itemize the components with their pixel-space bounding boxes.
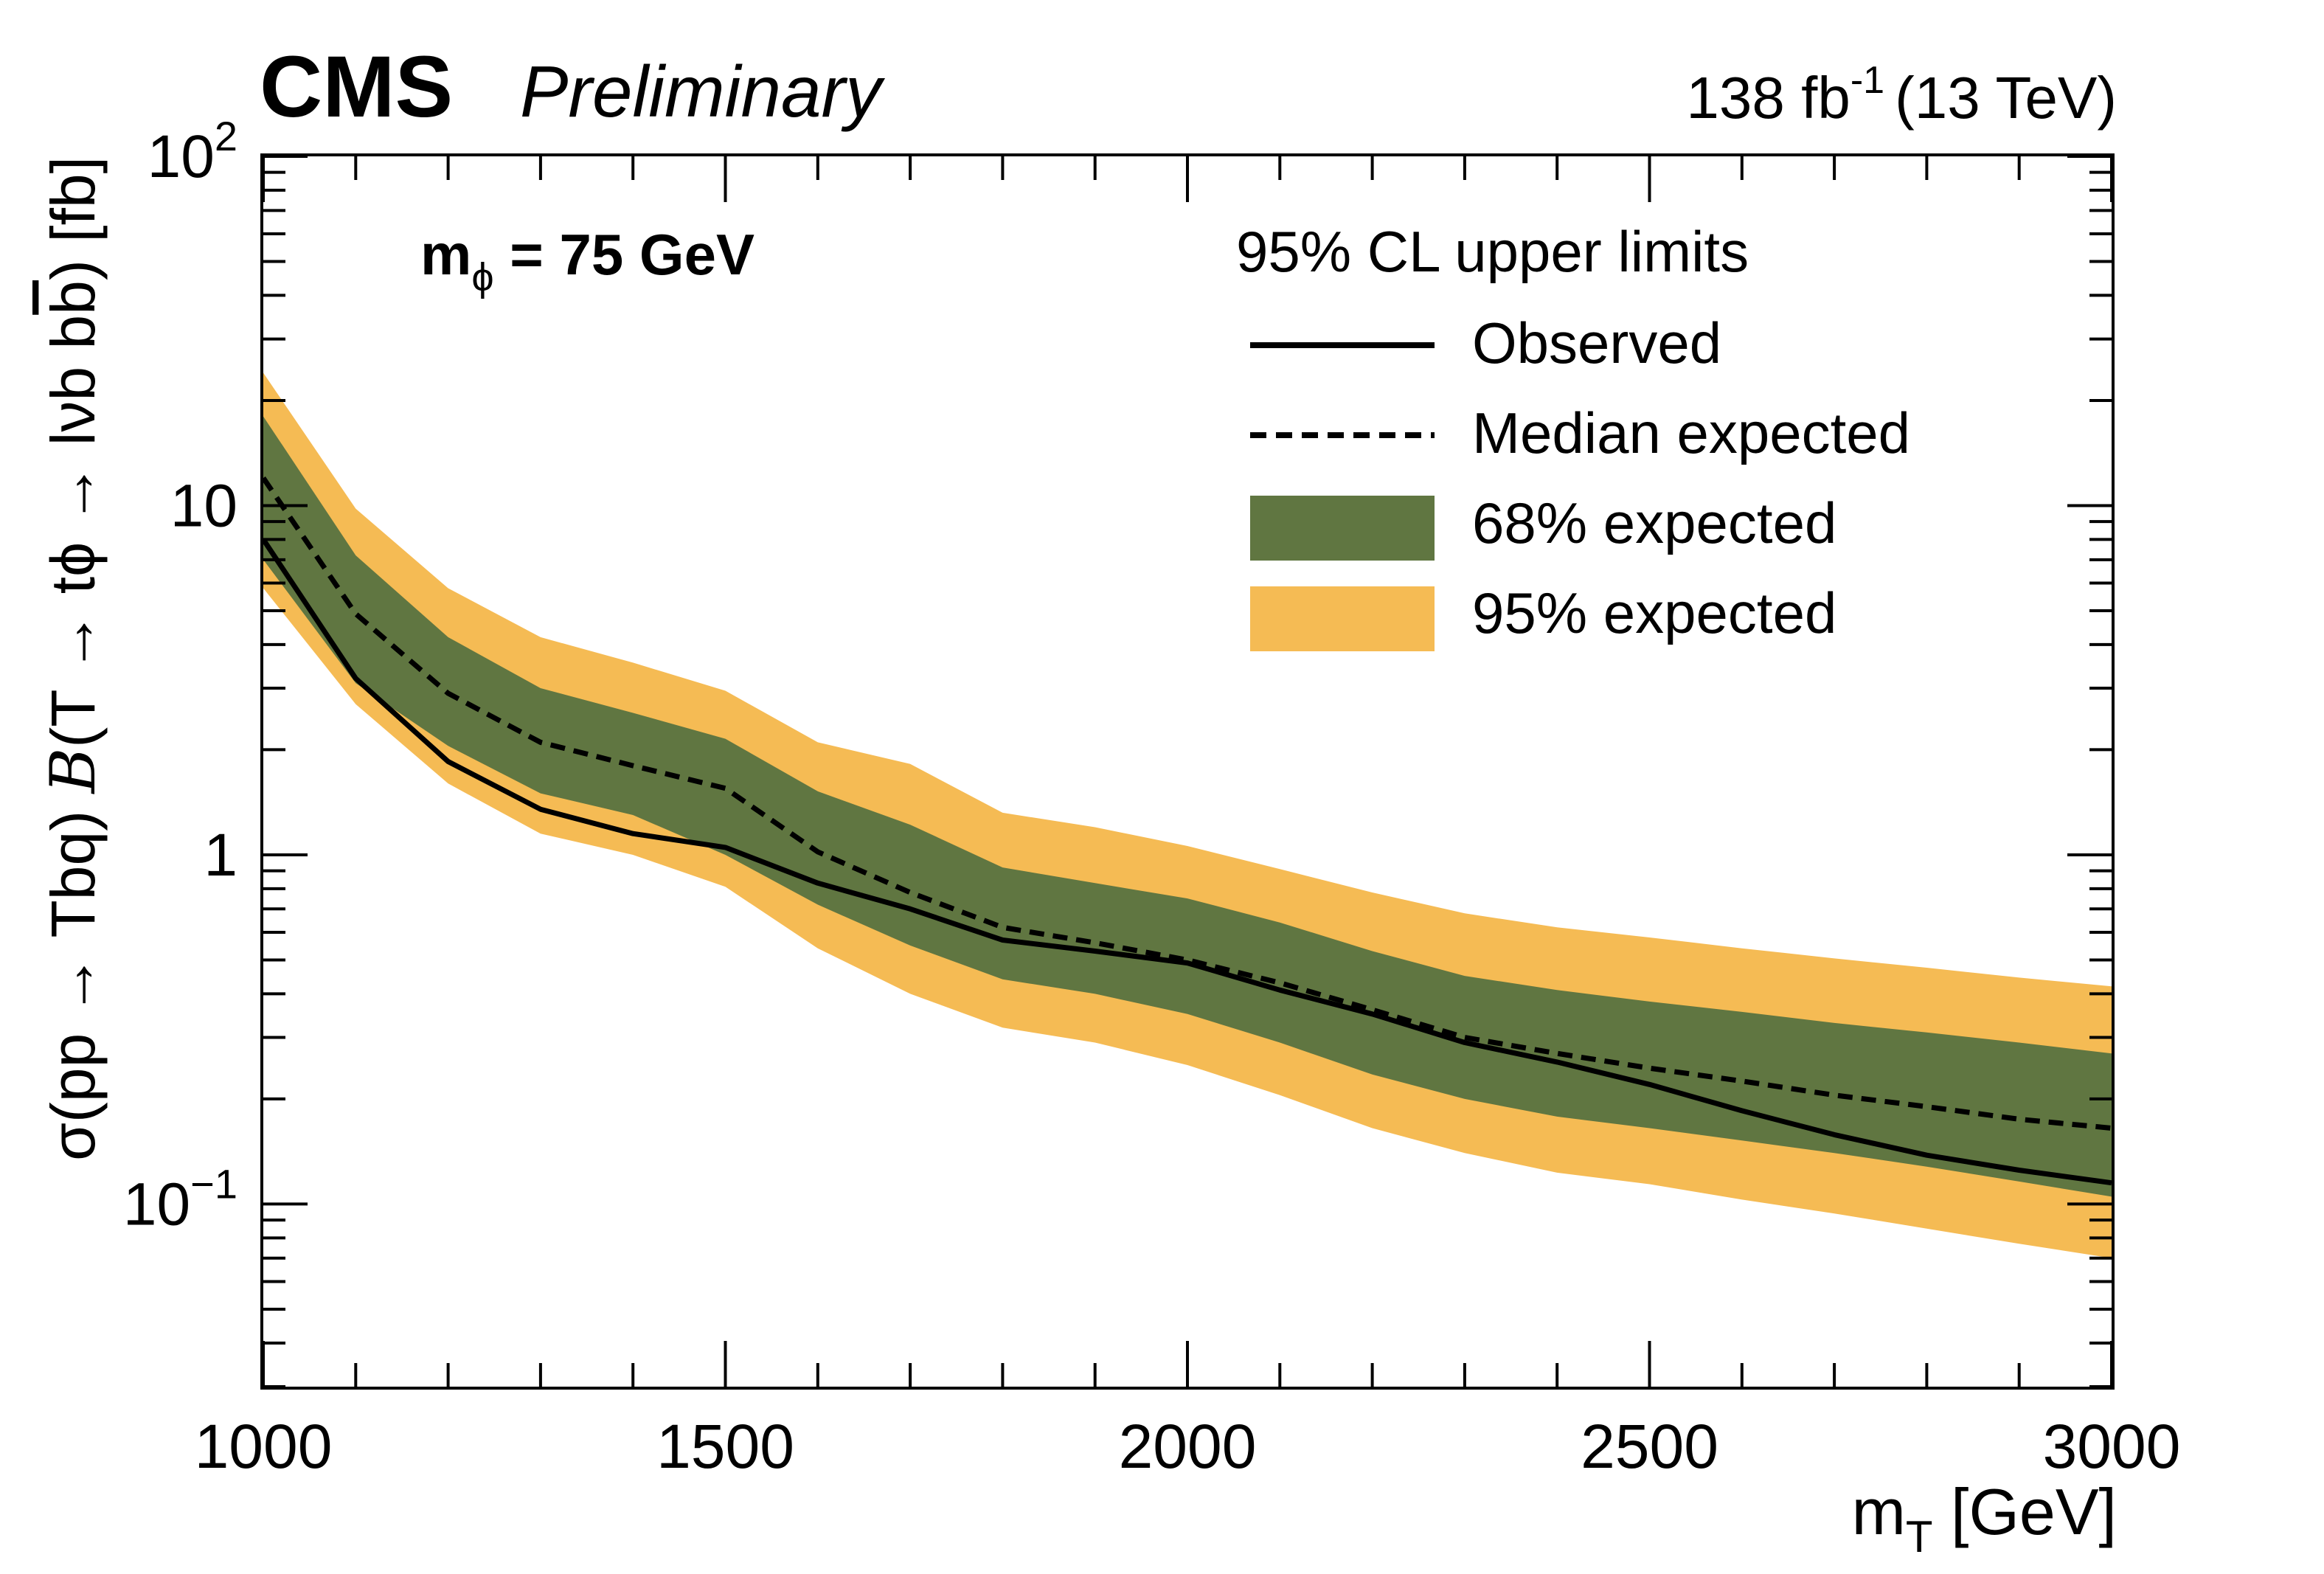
y-tick-label: 10−1: [123, 1160, 237, 1238]
mass-value: = 75 GeV: [494, 222, 755, 287]
x-axis-title: mT [GeV]: [1852, 1475, 2117, 1561]
y-tick-label-base: 10: [123, 1171, 190, 1238]
x-tick-label: 1000: [195, 1412, 333, 1481]
x-tick-label: 1500: [656, 1412, 794, 1481]
legend-entry-observed: Observed: [1472, 311, 1721, 375]
expected-bands: [263, 372, 2112, 1258]
x-tick-label: 3000: [2043, 1412, 2181, 1481]
luminosity-label: 138 fb-1 (13 TeV): [1686, 59, 2117, 131]
luminosity-value: 138 fb: [1686, 65, 1850, 131]
mass-symbol: m: [420, 222, 471, 287]
y-axis-title-script: B: [37, 748, 109, 795]
y-axis-title-part2: (T → tϕ → lνb b: [38, 315, 108, 748]
x-tick-label: 2000: [1119, 1412, 1257, 1481]
limit-lines: [261, 476, 2112, 1186]
legend-title: 95% CL upper limits: [1236, 219, 1749, 284]
x-axis-ticks: 1000 1500 2000 2500 3000: [195, 156, 2181, 1481]
legend-entry-95: 95% expected: [1472, 580, 1836, 645]
observed-line: [261, 538, 2112, 1186]
mass-annotation: mϕ = 75 GeV: [420, 222, 755, 299]
y-tick-label-exponent: −1: [190, 1160, 237, 1207]
y-axis-title-part1: σ(pp → Tbq): [38, 793, 108, 1160]
y-axis-title-part3: ) [fb]: [38, 156, 108, 280]
status-label: Preliminary: [520, 51, 885, 132]
band-68-expected: [263, 416, 2112, 1197]
y-tick-label-base: 10: [148, 123, 215, 190]
y-axis-title-bbar: b: [38, 280, 108, 315]
y-tick-label-base: 10: [170, 472, 237, 539]
mass-subscript: ϕ: [471, 255, 493, 299]
median-expected-line: [261, 476, 2112, 1131]
x-axis-title-sub: T: [1906, 1512, 1933, 1561]
x-tick-label: 2500: [1581, 1412, 1718, 1481]
legend-swatch-68: [1250, 496, 1435, 561]
legend-entry-68: 68% expected: [1472, 490, 1836, 555]
y-tick-label: 102: [148, 113, 237, 190]
y-tick-label-exponent: 2: [215, 113, 237, 159]
energy-label: (13 TeV): [1895, 65, 2117, 131]
y-tick-label: 10: [170, 472, 237, 539]
legend-entry-median: Median expected: [1472, 401, 1910, 465]
legend-swatch-95: [1250, 586, 1435, 651]
luminosity-exponent: -1: [1850, 59, 1884, 102]
experiment-label: CMS: [260, 38, 453, 136]
y-axis-title: σ(pp → Tbq) B(T → tϕ → lνb bb) [fb]: [37, 156, 109, 1161]
legend: 95% CL upper limits Observed Median expe…: [1236, 219, 1910, 651]
x-axis-title-main: m: [1852, 1475, 1906, 1548]
plot-frame: [260, 153, 2115, 1390]
y-tick-label: 1: [204, 822, 237, 889]
x-axis-title-unit: [GeV]: [1933, 1475, 2117, 1548]
y-tick-label-base: 1: [204, 822, 237, 889]
